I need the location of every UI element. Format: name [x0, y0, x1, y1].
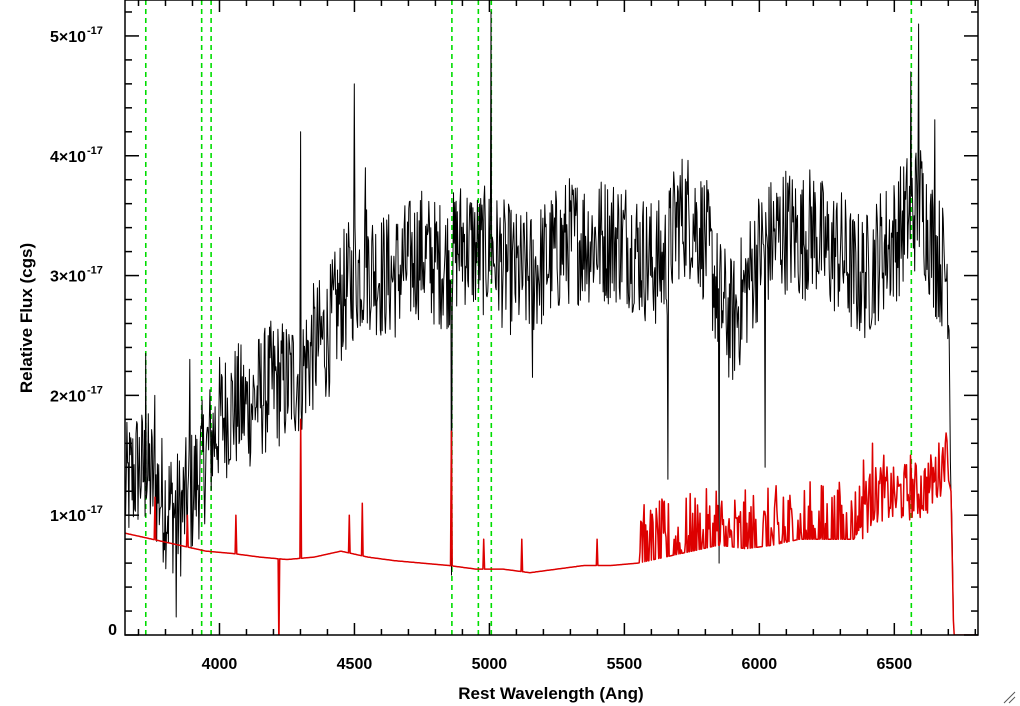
- y-tick-label-exponent: -17: [87, 265, 103, 277]
- y-tick-label: 3×10: [50, 269, 86, 286]
- x-tick-label: 6500: [877, 656, 913, 673]
- resize-grip-icon[interactable]: [1002, 690, 1016, 704]
- y-tick-label-exponent: -17: [87, 145, 103, 157]
- plot-frame: [124, 0, 979, 636]
- x-axis-title: Rest Wavelength (Ang): [458, 684, 643, 703]
- y-tick-label: 5×10: [50, 29, 86, 46]
- x-tick-label: 5500: [607, 656, 643, 673]
- y-tick-label: 0: [108, 622, 117, 639]
- series-layer: [125, 11, 978, 635]
- y-tick-label: 2×10: [50, 388, 86, 405]
- y-tick-label-exponent: -17: [87, 25, 103, 37]
- y-tick-label: 1×10: [50, 508, 86, 525]
- y-tick-label-exponent: -17: [87, 384, 103, 396]
- x-tick-label: 5000: [472, 656, 508, 673]
- y-tick-labels: 01×10 -172×10 -173×10 -174×10 -175×10 -17: [50, 25, 117, 639]
- spectrum-line: [125, 11, 955, 628]
- x-tick-label: 6000: [742, 656, 778, 673]
- axis-ticks: [125, 0, 978, 636]
- x-tick-labels: 4000 4500 5000 5500 6000 6500: [202, 656, 913, 673]
- y-tick-label-exponent: -17: [87, 504, 103, 516]
- y-axis-title: Relative Flux (cgs): [17, 243, 36, 393]
- x-tick-label: 4500: [337, 656, 373, 673]
- y-tick-label: 4×10: [50, 149, 86, 166]
- x-tick-label: 4000: [202, 656, 238, 673]
- model-line: [125, 418, 978, 635]
